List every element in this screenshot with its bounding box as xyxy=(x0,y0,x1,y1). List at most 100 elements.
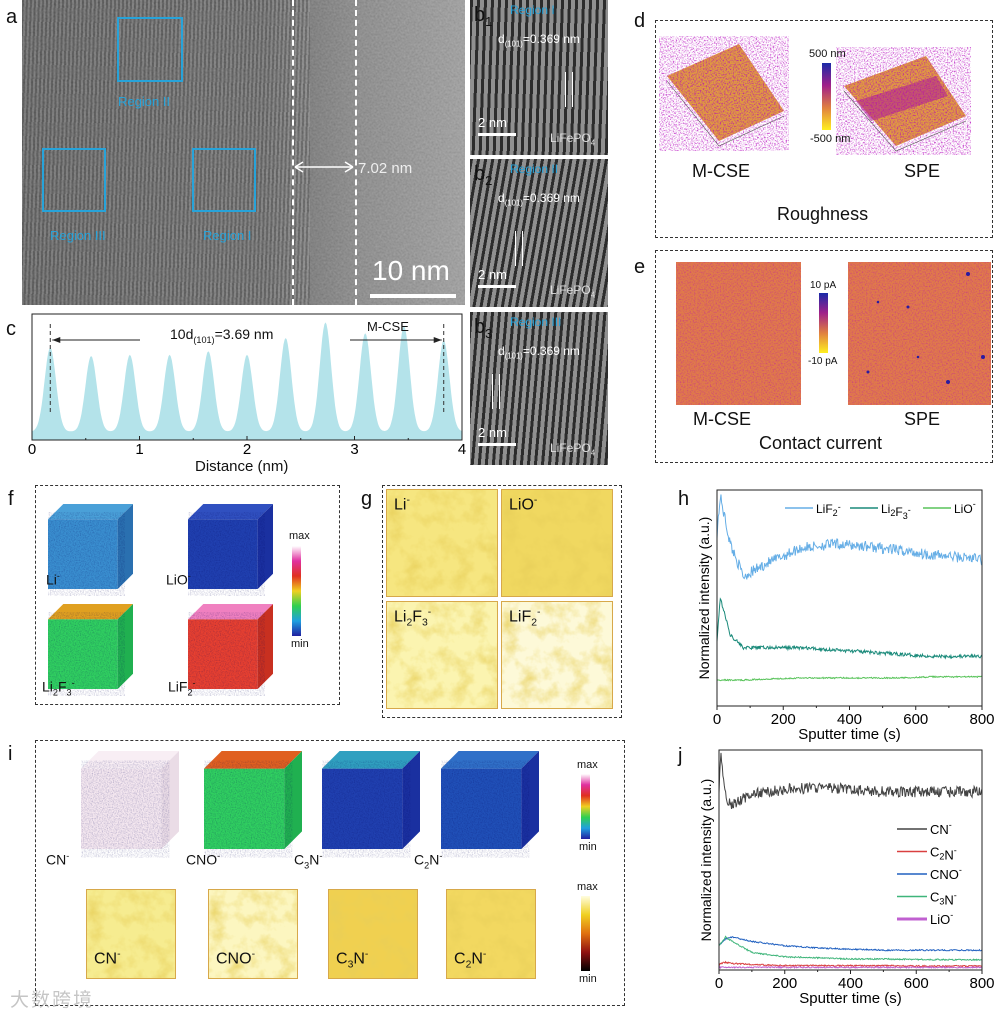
label-segment: - xyxy=(117,949,121,960)
label-segment: 1 xyxy=(485,14,493,29)
i-tile-3 xyxy=(446,889,536,979)
panel-i-box: CN- CNO- C3N- C2N- CN- CNO- C3N- C2N- max min … xyxy=(35,740,625,1006)
b2-region-label: Region II xyxy=(510,162,559,176)
chart-h-frame xyxy=(716,489,983,707)
b1-material: LiFePO4 xyxy=(550,131,595,147)
interphase-width: 7.02 nm xyxy=(358,160,413,177)
label-segment: Li xyxy=(42,678,53,695)
label-segment: - xyxy=(66,851,70,861)
i-cbar2-min: min xyxy=(579,973,597,985)
label-segment: =0.369 nm xyxy=(522,344,580,358)
i-cube-0-label: CN- xyxy=(46,851,69,868)
label-segment: 2 xyxy=(465,959,472,971)
i-cbar-min: min xyxy=(579,841,597,853)
label-segment: (101) xyxy=(504,39,523,49)
c-arrowhead-left xyxy=(52,337,61,343)
chart-h-xtick-label: 600 xyxy=(903,711,928,728)
i-cube-2-label: C3N- xyxy=(294,851,322,870)
g-tile-2-label: Li2F3- xyxy=(394,607,431,629)
label-segment: 2 xyxy=(424,860,430,871)
i-tile-1 xyxy=(208,889,298,979)
region-i-box xyxy=(192,148,256,212)
chart-j-legend-label: CN- xyxy=(930,820,952,837)
panel-d-box: 500 nm -500 nm M-CSE SPE Roughness xyxy=(655,20,993,238)
f-cube-1 xyxy=(188,504,273,589)
d-cbar-max: 500 nm xyxy=(809,48,846,60)
current-map-mcse xyxy=(676,262,801,405)
lattice-fringes xyxy=(470,0,608,155)
panel-e-label: e xyxy=(634,256,646,278)
i-tile-2 xyxy=(328,889,418,979)
panel-b2-label: b2 xyxy=(474,163,492,188)
afm-3d-spe xyxy=(843,56,967,152)
label-segment: b xyxy=(474,316,486,338)
i-tile-2-label: C3N- xyxy=(336,949,368,971)
b2-material: LiFePO4 xyxy=(550,283,595,299)
chart-j-legend-label: LiO- xyxy=(930,910,953,927)
label-segment: - xyxy=(406,495,410,506)
label-segment: =3.69 nm xyxy=(214,326,274,342)
chart-j-ylabel: Normalized intensity (a.u.) xyxy=(698,779,714,942)
chart-h-series-1 xyxy=(716,597,983,660)
chart-h-xtick-label: 800 xyxy=(969,711,994,728)
label-segment: b xyxy=(474,163,486,185)
panel-e-box: 10 pA -10 pA M-CSE SPE Contact current xyxy=(655,250,993,463)
i-cube-3-label: C2N- xyxy=(414,851,442,870)
panel-g-box: Li - LiO- Li2F3- LiF2- xyxy=(382,485,622,718)
chart-j-xtick-label: 800 xyxy=(969,975,994,992)
b1-scalebar-label: 2 nm xyxy=(478,115,507,130)
label-segment: 2 xyxy=(406,617,413,629)
label-segment: 10d xyxy=(170,326,194,342)
label-segment: =0.369 nm xyxy=(522,32,580,46)
g-tile-1-label: LiO- xyxy=(509,495,537,514)
g-tile-2 xyxy=(386,601,498,709)
panel-f-box: Li- LiO- Li2F3- LiF2- max min xyxy=(35,485,340,705)
e-colorbar xyxy=(819,293,828,353)
label-segment: - xyxy=(192,678,196,688)
panel-i-label: i xyxy=(8,743,13,765)
label-segment: - xyxy=(482,949,487,960)
label-segment: 4 xyxy=(590,290,596,300)
i-tile-0 xyxy=(86,889,176,979)
label-segment: C xyxy=(414,851,425,868)
label-segment: d xyxy=(498,191,505,205)
chart-j-series-0 xyxy=(718,752,983,809)
tem-image-b2: b2 Region II d(101)=0.369 nm 2 nm LiFePO4 xyxy=(470,159,608,307)
label-segment: 2 xyxy=(531,617,538,629)
i-colorbar-2 xyxy=(581,896,590,971)
f-cube-3 xyxy=(188,604,273,689)
label-segment: 3 xyxy=(347,959,354,971)
chart-c: 0 1 2 3 4 xyxy=(28,313,466,458)
b3-scalebar xyxy=(478,443,516,446)
c-profile-area xyxy=(32,322,462,440)
chart-j: 0 200 400 600 800 Sputter time (s) Normalized … xyxy=(698,749,995,1007)
label-segment: - xyxy=(251,949,256,960)
label-segment: 2 xyxy=(187,687,193,698)
label-segment: LiFePO xyxy=(550,131,591,145)
label-segment: LiO xyxy=(166,571,188,588)
f-cube-2 xyxy=(48,604,133,689)
i-cbar2-max: max xyxy=(577,881,598,893)
g-tile-3 xyxy=(501,601,613,709)
label-segment: CNO xyxy=(216,950,252,968)
label-segment: Li xyxy=(46,571,57,588)
label-segment: Li xyxy=(394,608,407,626)
g-tile-3-label: LiF2- xyxy=(509,607,540,629)
label-segment: - xyxy=(439,851,443,861)
i-colorbar xyxy=(581,774,590,839)
chart-h-legend-label: LiF2- xyxy=(816,502,841,518)
e-title: Contact current xyxy=(759,433,883,453)
c-xtick-label: 2 xyxy=(243,441,251,458)
label-segment: C xyxy=(454,950,466,968)
d-label-mcse: M-CSE xyxy=(692,161,750,181)
panel-f-label: f xyxy=(8,488,14,510)
label-segment: LiFePO xyxy=(550,441,591,455)
b2-scalebar-label: 2 nm xyxy=(478,267,507,282)
label-segment: N xyxy=(429,851,440,868)
c-xtick-label: 0 xyxy=(28,441,36,458)
label-segment: - xyxy=(56,571,60,581)
b1-region-label: Region I xyxy=(510,3,555,17)
interface-line-2 xyxy=(355,0,357,305)
label-segment: LiO xyxy=(509,496,534,514)
i-tile-3-label: C2N- xyxy=(454,949,486,971)
